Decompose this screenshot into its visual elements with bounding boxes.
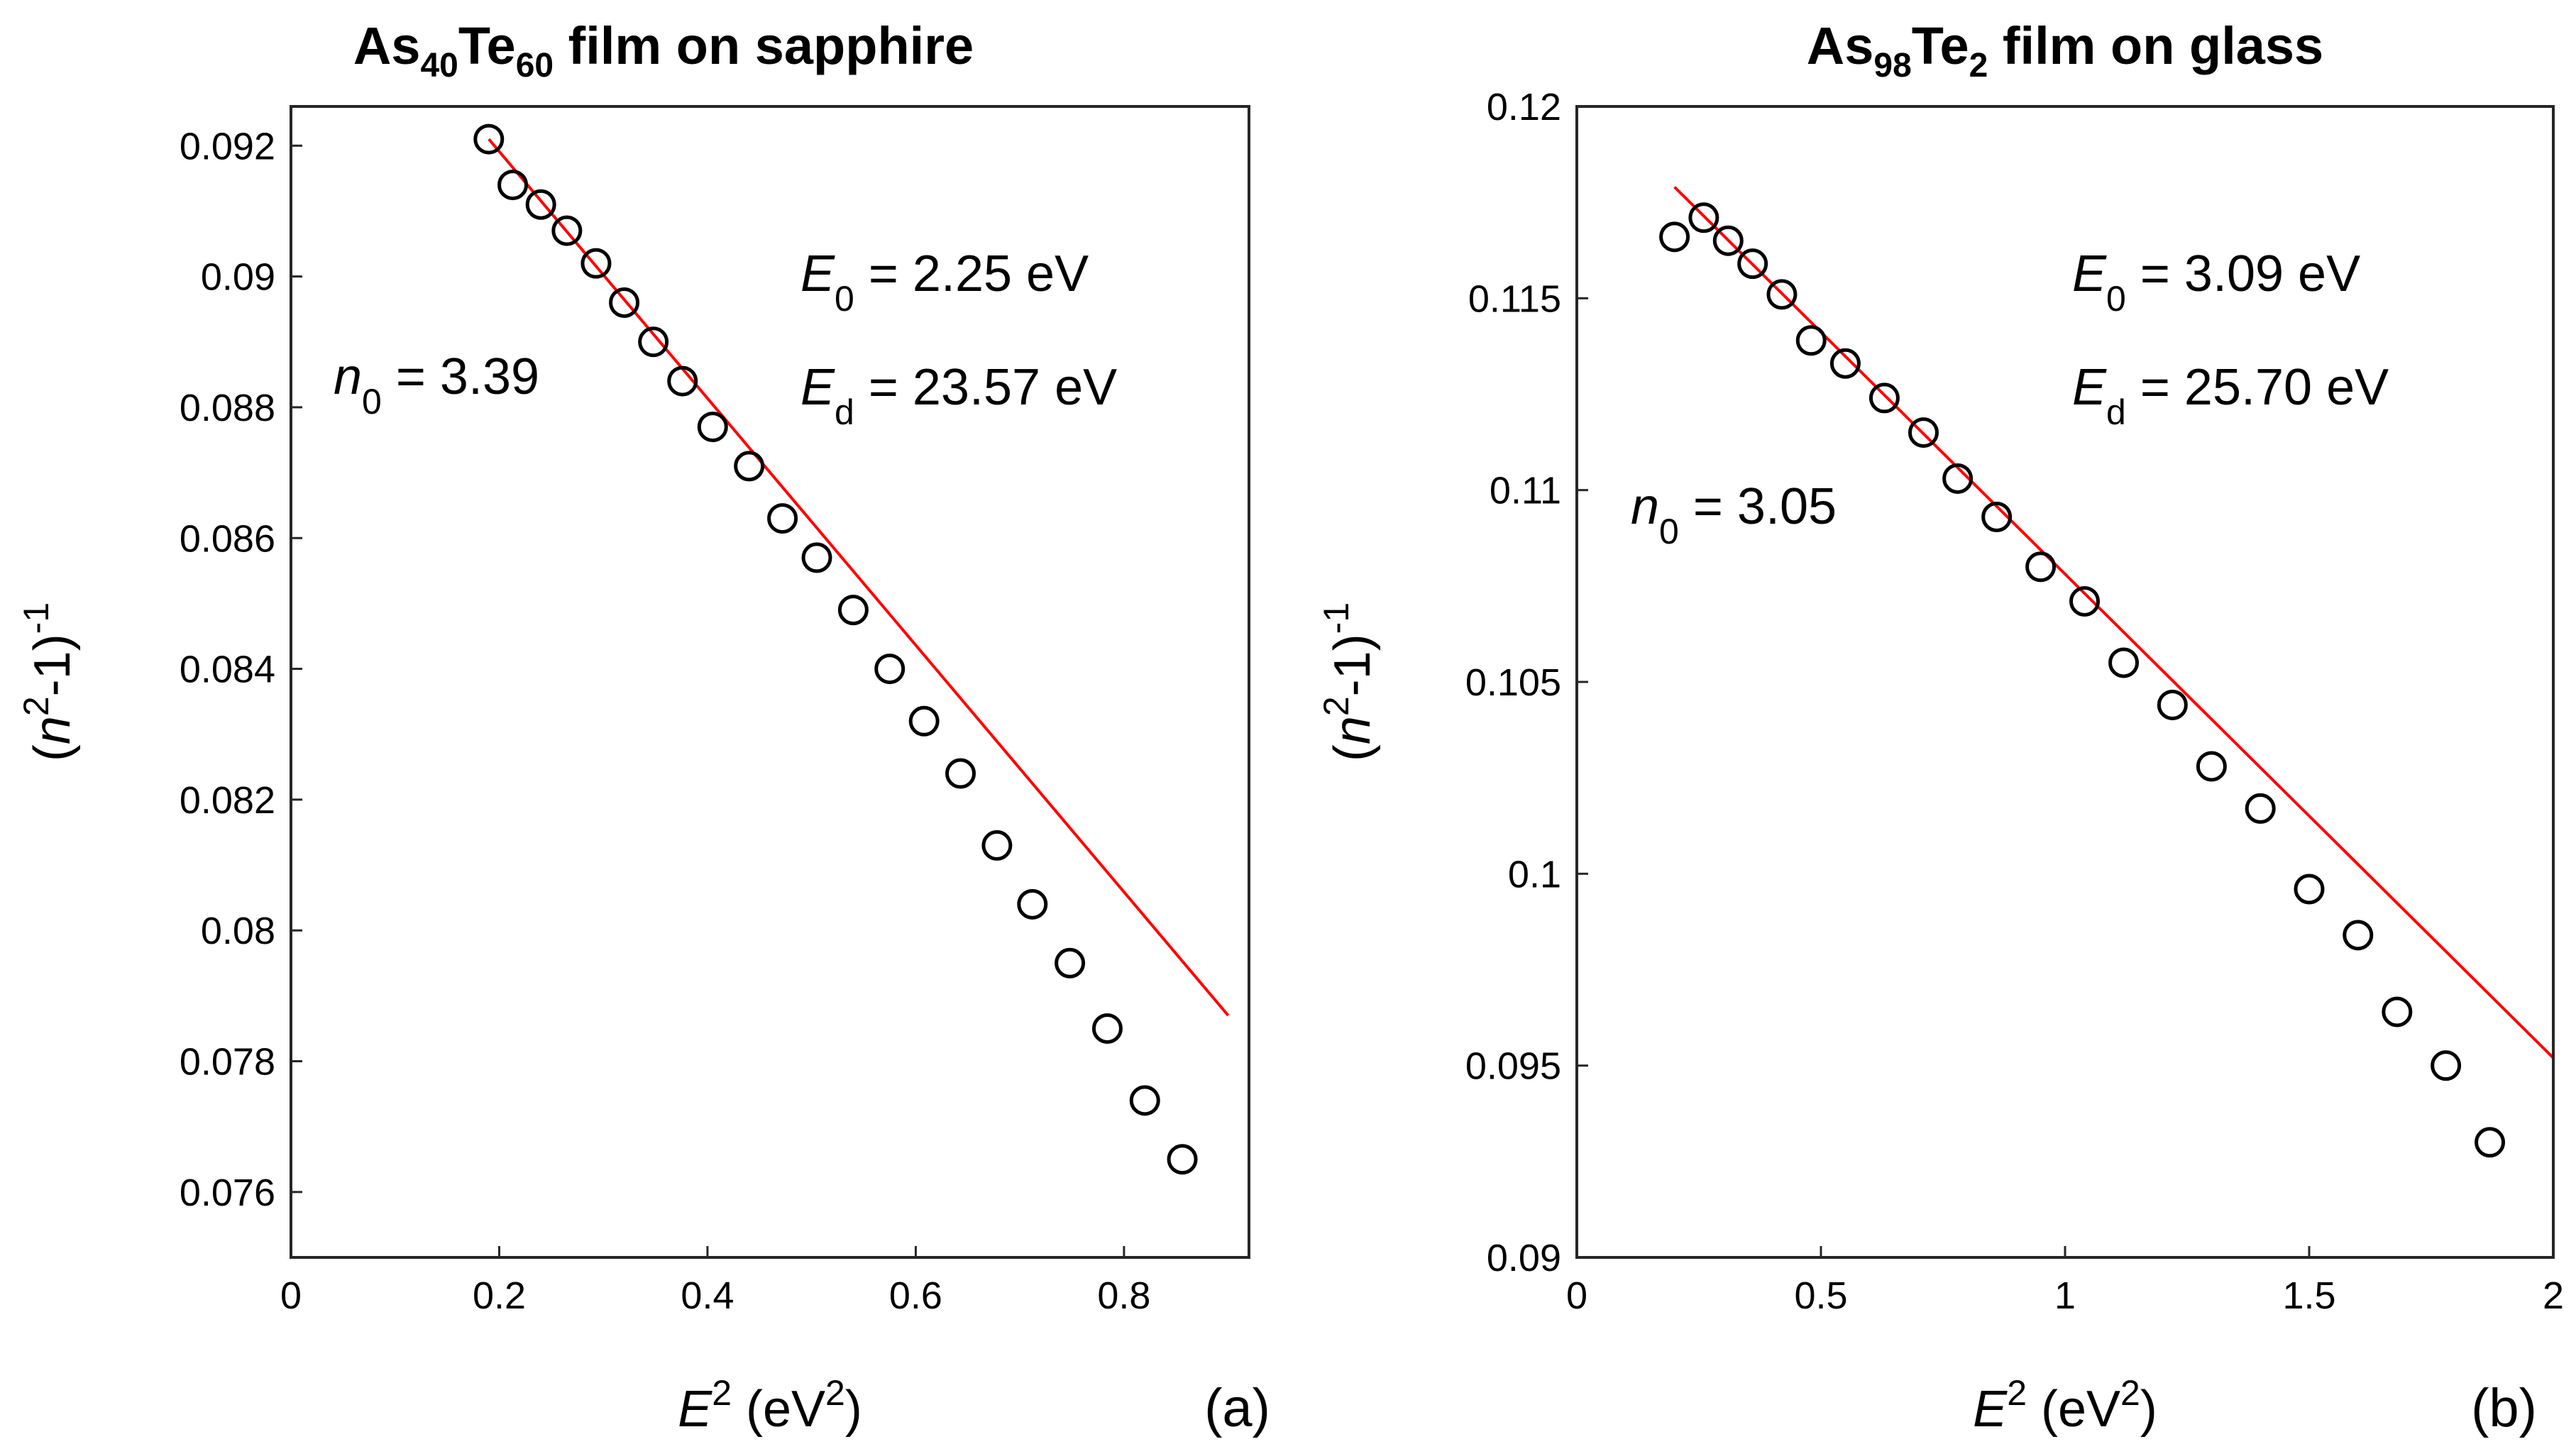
y-tick-label: 0.076 — [180, 1172, 275, 1214]
chart-a-tick-marks — [290, 144, 1125, 1257]
y-tick-label: 0.082 — [180, 779, 275, 822]
x-tick-label: 0.5 — [1794, 1274, 1847, 1317]
chart-b-data-points — [1659, 202, 2506, 1158]
data-point — [1659, 221, 1690, 253]
x-tick-label: 0.2 — [473, 1274, 526, 1317]
x-tick-label: 0.8 — [1097, 1274, 1150, 1317]
chart-a-annotation-ed: Ed = 23.57 eV — [800, 359, 1117, 432]
chart-a-data-points — [473, 123, 1198, 1175]
chart-panel-a: As40Te60 film on sapphire 0.076 0.078 0.08… — [16, 16, 1270, 1438]
y-tick-label: 0.09 — [201, 256, 275, 299]
chart-b-y-axis-label: (n2-1)-1 — [1316, 602, 1381, 761]
data-point — [697, 412, 728, 443]
data-point — [1868, 382, 1900, 414]
chart-a-plot-frame — [290, 105, 1250, 1259]
data-point — [1829, 348, 1861, 379]
chart-a-xtick-labels: 0 0.2 0.4 0.6 0.8 — [280, 1274, 1150, 1317]
data-point — [2025, 551, 2057, 583]
y-tick-label: 0.12 — [1487, 86, 1561, 128]
chart-a-panel-label: (a) — [1204, 1378, 1270, 1438]
x-tick-label: 0.4 — [681, 1274, 734, 1317]
data-point — [473, 123, 505, 155]
data-point — [1129, 1085, 1160, 1116]
data-point — [945, 758, 976, 789]
chart-a-fit-line — [488, 138, 1230, 1017]
chart-a-annotation-e0: E0 = 2.25 eV — [800, 246, 1089, 319]
chart-b-tick-marks — [1575, 105, 2555, 1259]
data-point — [874, 654, 906, 685]
data-point — [1908, 417, 1939, 448]
data-point — [908, 705, 940, 737]
chart-a-title: As40Te60 film on sapphire — [353, 16, 974, 84]
data-point — [1017, 888, 1048, 920]
data-point — [734, 451, 765, 482]
data-point — [1167, 1144, 1198, 1175]
data-point — [1795, 325, 1827, 356]
chart-a-x-axis-label: E2 (eV2) — [678, 1373, 862, 1438]
y-tick-label: 0.105 — [1465, 661, 1561, 704]
data-point — [767, 503, 798, 534]
chart-a-annotation-n0: n0 = 3.39 — [334, 348, 539, 422]
chart-b-panel-label: (b) — [2471, 1378, 2537, 1438]
data-point — [638, 326, 669, 358]
data-point — [2157, 689, 2188, 720]
chart-b-x-axis-label: E2 (eV2) — [1973, 1373, 2157, 1438]
data-point — [2343, 920, 2374, 951]
y-tick-label: 0.08 — [201, 910, 275, 952]
data-point — [1688, 202, 1719, 233]
chart-b-annotation-n0: n0 = 3.05 — [1631, 478, 1837, 551]
chart-b-annotation-e0: E0 = 3.09 eV — [2072, 246, 2360, 319]
data-point — [1055, 947, 1086, 979]
data-point — [2475, 1127, 2506, 1158]
y-tick-label: 0.11 — [1490, 470, 1561, 512]
data-point — [1981, 502, 2013, 533]
chart-a-ytick-labels: 0.076 0.078 0.08 0.082 0.084 0.086 0.088 0.09 0.… — [180, 125, 275, 1214]
data-point — [1091, 1013, 1123, 1044]
x-tick-label: 0 — [280, 1274, 302, 1317]
data-point — [1766, 279, 1798, 310]
data-point — [2294, 874, 2325, 905]
chart-b-xtick-labels: 0 0.5 1 1.5 2 — [1566, 1274, 2564, 1317]
data-point — [497, 170, 529, 201]
chart-b-plot-frame — [1575, 105, 2555, 1259]
data-point — [2382, 996, 2413, 1027]
data-point — [1737, 248, 1768, 280]
y-tick-label: 0.09 — [1487, 1237, 1561, 1279]
data-point — [801, 542, 832, 573]
data-point — [2196, 751, 2227, 782]
y-tick-label: 0.1 — [1508, 853, 1561, 896]
data-point — [2069, 585, 2101, 617]
y-tick-label: 0.115 — [1468, 277, 1561, 320]
chart-a-y-axis-label: (n2-1)-1 — [16, 602, 81, 761]
y-tick-label: 0.078 — [180, 1041, 275, 1084]
data-point — [580, 248, 612, 279]
y-tick-label: 0.088 — [180, 387, 275, 429]
data-point — [2431, 1050, 2462, 1081]
data-point — [2108, 647, 2140, 678]
data-point — [837, 595, 869, 626]
data-point — [981, 830, 1013, 861]
data-point — [609, 287, 640, 318]
x-tick-label: 0.6 — [889, 1274, 942, 1317]
x-tick-label: 1.5 — [2282, 1274, 2335, 1317]
chart-b-ytick-labels: 0.09 0.095 0.1 0.105 0.11 0.115 0.12 — [1465, 86, 1561, 1279]
data-point — [1712, 225, 1744, 256]
x-tick-label: 1 — [2054, 1274, 2076, 1317]
chart-b-title: As98Te2 film on glass — [1807, 16, 2323, 84]
chart-b-annotation-ed: Ed = 25.70 eV — [2072, 359, 2389, 432]
data-point — [1942, 463, 1974, 494]
y-tick-label: 0.086 — [180, 517, 275, 560]
data-point — [551, 215, 583, 246]
x-tick-label: 0 — [1566, 1274, 1587, 1317]
data-point — [525, 189, 556, 220]
chart-panel-b: As98Te2 film on glass 0.090.0950.10.1050… — [1316, 16, 2564, 1438]
y-tick-label: 0.095 — [1465, 1045, 1561, 1088]
data-point — [2245, 793, 2276, 824]
y-tick-label: 0.092 — [180, 125, 275, 167]
y-tick-label: 0.084 — [180, 649, 275, 691]
x-tick-label: 2 — [2543, 1274, 2564, 1317]
data-point — [667, 365, 698, 397]
